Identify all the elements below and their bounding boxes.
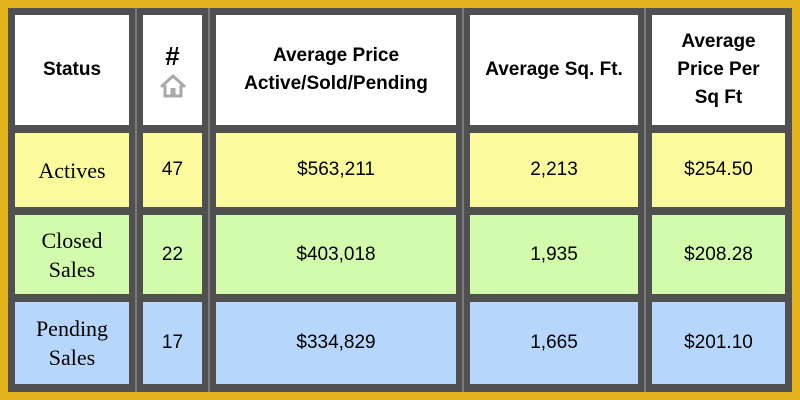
header-average-sqft-label: Average Sq. Ft.: [485, 59, 623, 80]
price-per-sqft-value: $254.50: [684, 159, 753, 180]
header-price-per-sqft-line2: Price Per: [677, 59, 760, 80]
header-average-price: Average Price Active/Sold/Pending: [216, 15, 456, 125]
average-sqft-value: 1,935: [530, 243, 578, 265]
market-stats-table: Status # Average Price Active/Sold/Pendi…: [8, 8, 792, 392]
row-closed-sales-average-price: $403,018: [216, 215, 456, 294]
average-price-value: $403,018: [296, 243, 376, 265]
average-sqft-value: 1,665: [530, 332, 578, 353]
row-status-label: Actives: [38, 157, 106, 183]
average-price-value: $334,829: [296, 332, 376, 353]
count-value: 22: [161, 243, 184, 265]
row-pending-sales-average-price: $334,829: [216, 302, 456, 384]
column-divider: [208, 8, 210, 392]
row-actives-average-sqft: 2,213: [470, 133, 638, 207]
count-value: 17: [161, 332, 184, 353]
header-price-per-sqft-line3: Sq Ft: [694, 87, 743, 108]
price-per-sqft-value: $208.28: [684, 243, 753, 265]
row-status-label: Closed: [41, 227, 103, 253]
row-closed-sales-count: 22: [143, 215, 202, 294]
header-count: #: [143, 15, 202, 125]
header-average-price-line2: Active/Sold/Pending: [244, 73, 428, 94]
header-average-price-line1: Average Price: [272, 45, 400, 66]
row-pending-sales-price-per-sqft: $201.10: [652, 302, 785, 384]
column-divider: [644, 8, 646, 392]
row-status-label: Pending: [35, 316, 109, 341]
row-status-label-line2: Sales: [48, 345, 96, 370]
row-status-label-line2: Sales: [48, 256, 96, 282]
row-pending-sales-status: Pending Sales: [15, 302, 129, 384]
header-count-label: #: [165, 41, 180, 71]
row-actives-average-price: $563,211: [216, 133, 456, 207]
price-per-sqft-value: $201.10: [684, 332, 753, 353]
header-status-label: Status: [42, 59, 102, 80]
row-closed-sales-average-sqft: 1,935: [470, 215, 638, 294]
header-price-per-sqft: Average Price Per Sq Ft: [652, 15, 785, 125]
average-price-value: $563,211: [297, 159, 375, 180]
house-icon: [160, 74, 185, 98]
header-price-per-sqft-line1: Average: [681, 31, 756, 52]
row-pending-sales-count: 17: [143, 302, 202, 384]
column-divider: [135, 8, 137, 392]
row-actives-status: Actives: [15, 133, 129, 207]
count-value: 47: [161, 159, 184, 180]
header-status: Status: [15, 15, 129, 125]
header-average-sqft: Average Sq. Ft.: [470, 15, 638, 125]
row-closed-sales-price-per-sqft: $208.28: [652, 215, 785, 294]
average-sqft-value: 2,213: [530, 159, 578, 180]
row-actives-price-per-sqft: $254.50: [652, 133, 785, 207]
row-actives-count: 47: [143, 133, 202, 207]
row-pending-sales-average-sqft: 1,665: [470, 302, 638, 384]
row-closed-sales-status: Closed Sales: [15, 215, 129, 294]
column-divider: [462, 8, 464, 392]
